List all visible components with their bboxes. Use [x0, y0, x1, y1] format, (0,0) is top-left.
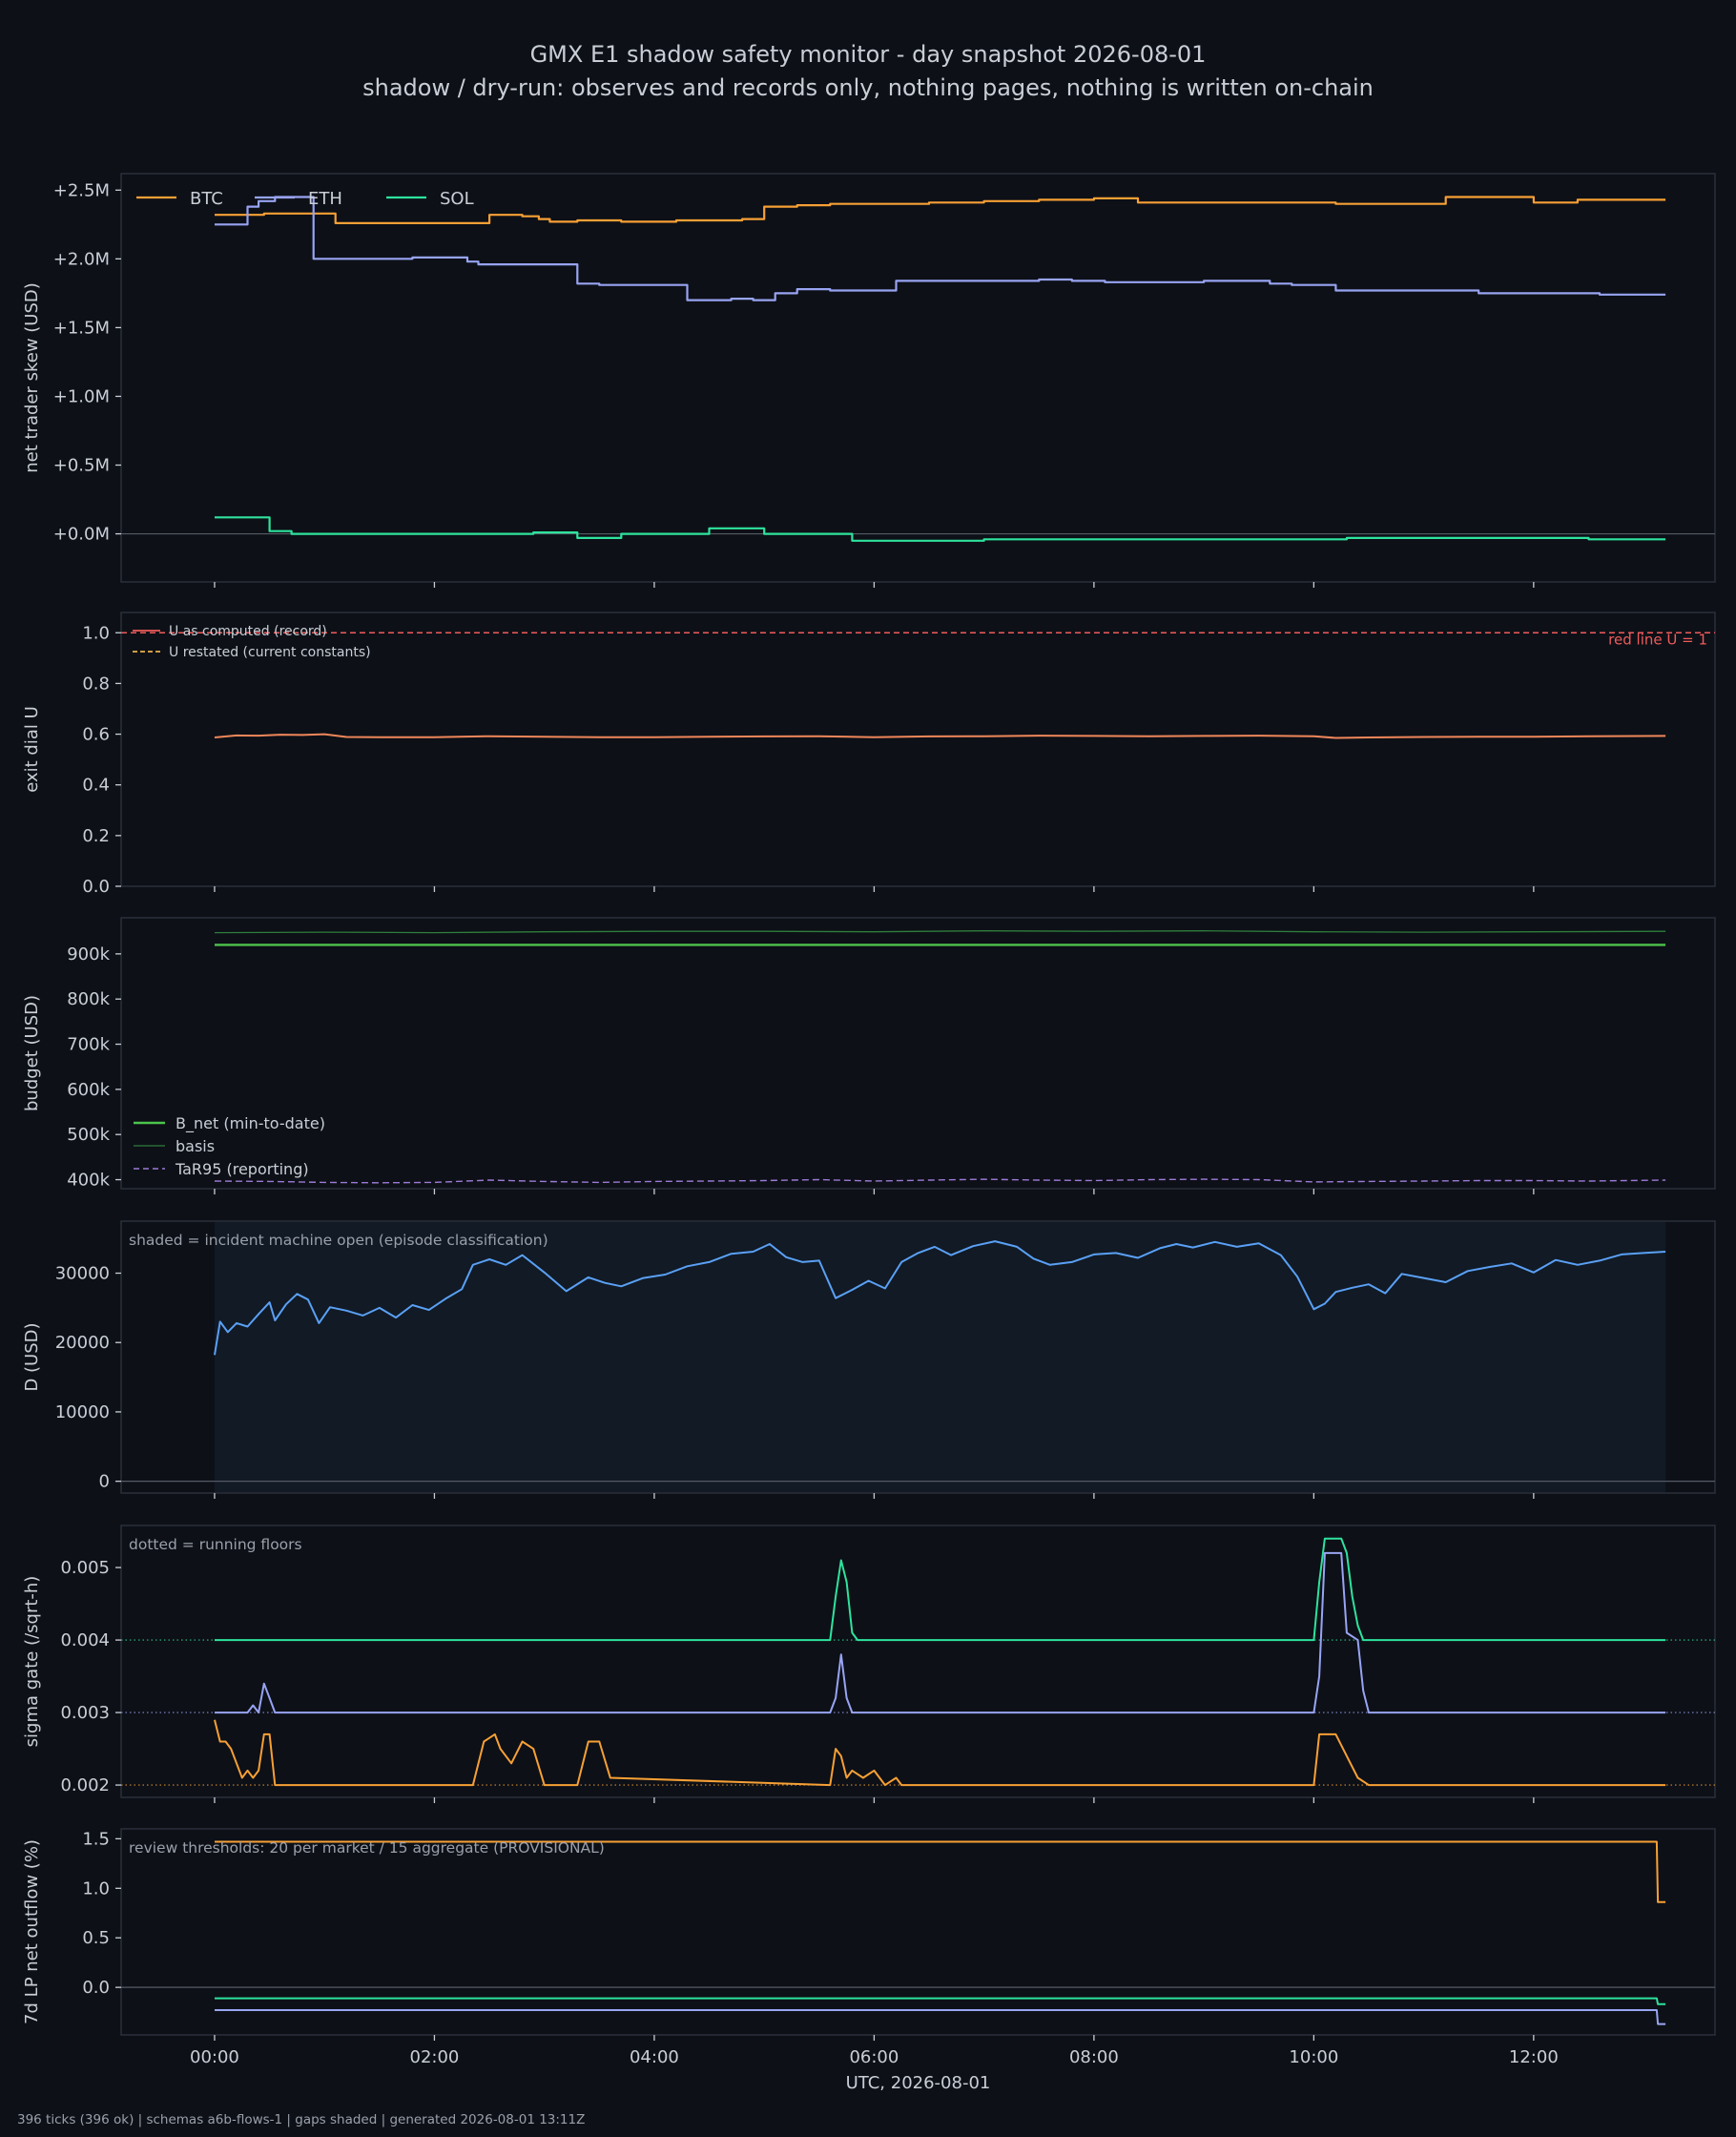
y-axis-label: exit dial U — [22, 706, 42, 793]
y-axis-label: budget (USD) — [22, 995, 42, 1111]
y-tick-label: 0.0 — [82, 1978, 110, 1998]
series-line-eth — [215, 2009, 1666, 2025]
y-tick-label: 1.5 — [82, 1829, 110, 1849]
y-tick-label: 700k — [67, 1035, 110, 1055]
y-tick-label: 500k — [67, 1125, 110, 1145]
series-line-btc — [215, 1840, 1666, 1903]
series-line-u-as-computed-record- — [214, 733, 1666, 739]
legend-label: ETH — [308, 189, 342, 209]
y-axis-label: D (USD) — [22, 1322, 42, 1391]
y-tick-label: 1.0 — [82, 623, 110, 643]
y-tick-label: 0.002 — [60, 1775, 110, 1795]
figure-header: GMX E1 shadow safety monitor - day snaps… — [0, 38, 1736, 105]
series-line-d — [214, 1240, 1666, 1356]
y-axis-label: 7d LP net outflow (%) — [22, 1839, 42, 2024]
panel-frame — [120, 173, 1716, 583]
y-tick-label: 0 — [99, 1472, 110, 1492]
y-tick-label: 0.5 — [82, 1928, 110, 1948]
incident-shade — [214, 1222, 1666, 1492]
series-line-basis — [214, 930, 1666, 934]
red-line-label: red line U = 1 — [1608, 631, 1707, 648]
series-line-btc — [215, 196, 1666, 224]
panel-d-usd: 30000 20000 10000 0 D (USD) shaded = incident… — [22, 1220, 1716, 1499]
x-axis-label: UTC, 2026-08-01 — [846, 2073, 991, 2093]
x-tick-label: 04:00 — [630, 2047, 679, 2067]
series-line-tar95-reporting- — [214, 1178, 1666, 1184]
panel-frame — [120, 612, 1716, 887]
legend-label: U restated (current constants) — [169, 645, 371, 660]
y-tick-label: 0.004 — [60, 1630, 110, 1650]
y-tick-label: 400k — [67, 1171, 110, 1191]
y-tick-label: 800k — [67, 989, 110, 1009]
panel-skew: +2.5M +2.0M +1.5M +1.0M +0.5M +0.0M net trader… — [22, 173, 1716, 588]
series-line-eth — [215, 1551, 1666, 1714]
x-tick-label: 06:00 — [849, 2047, 899, 2067]
y-tick-label: 20000 — [55, 1333, 110, 1353]
panel-lp-outflow: 1.5 1.0 0.5 0.0 7d LP net outflow (%) review … — [22, 1828, 1716, 2093]
series-line-sol — [215, 1537, 1666, 1642]
y-tick-label: +0.0M — [53, 525, 110, 545]
y-tick-label: 1.0 — [82, 1878, 110, 1898]
y-tick-label: 0.0 — [82, 877, 110, 897]
panel-annotation: dotted = running floors — [129, 1536, 302, 1553]
panel-budget: 900k 800k 700k 600k 500k 400k budget (USD) B_ne… — [22, 917, 1716, 1194]
y-tick-label: 30000 — [55, 1264, 110, 1284]
x-tick-label: 12:00 — [1509, 2047, 1559, 2067]
panel-annotation: review thresholds: 20 per market / 15 ag… — [129, 1839, 605, 1857]
x-tick-label: 08:00 — [1069, 2047, 1119, 2067]
y-tick-label: 600k — [67, 1080, 110, 1100]
y-axis-label: sigma gate (/sqrt-h) — [22, 1576, 42, 1748]
x-tick-label: 10:00 — [1289, 2047, 1338, 2067]
figure-title: GMX E1 shadow safety monitor - day snaps… — [529, 41, 1207, 68]
y-tick-label: 0.003 — [60, 1703, 110, 1723]
legend-label: SOL — [440, 189, 474, 209]
y-tick-label: +1.0M — [53, 386, 110, 406]
panel-frame — [120, 917, 1716, 1190]
figure-subtitle: shadow / dry-run: observes and records o… — [362, 74, 1374, 101]
series-line-btc — [214, 1719, 1666, 1787]
y-tick-label: +2.0M — [53, 249, 110, 269]
series-line-sol — [215, 1997, 1666, 2005]
y-tick-label: +2.5M — [53, 180, 110, 200]
legend-label: BTC — [190, 189, 223, 209]
y-tick-label: 0.005 — [60, 1558, 110, 1578]
figure-footer: 396 ticks (396 ok) | schemas a6b-flows-1… — [17, 2112, 586, 2127]
y-tick-label: +0.5M — [53, 456, 110, 476]
panel-annotation: shaded = incident machine open (episode … — [129, 1232, 548, 1249]
x-tick-label: 02:00 — [410, 2047, 460, 2067]
panel-exit-dial: 1.0 0.8 0.6 0.4 0.2 0.0 exit dial U red line U … — [22, 612, 1716, 897]
legend-label: U as computed (record) — [169, 624, 327, 639]
panel-frame — [120, 1525, 1716, 1798]
y-tick-label: 0.2 — [82, 826, 110, 846]
y-tick-label: 0.6 — [82, 725, 110, 745]
y-tick-label: 0.4 — [82, 776, 110, 796]
panel-frame — [120, 1220, 1716, 1494]
legend-label: TaR95 (reporting) — [175, 1160, 309, 1178]
y-tick-label: 0.8 — [82, 674, 110, 694]
y-tick-label: +1.5M — [53, 318, 110, 338]
x-tick-label: 00:00 — [190, 2047, 239, 2067]
y-axis-label: net trader skew (USD) — [22, 282, 42, 473]
legend-label: basis — [176, 1137, 215, 1155]
series-line-eth — [215, 196, 1666, 301]
panel-frame — [120, 1828, 1716, 2036]
y-tick-label: 900k — [67, 944, 110, 965]
y-tick-label: 10000 — [55, 1402, 110, 1422]
panel-sigma-gate: 0.005 0.004 0.003 0.002 sigma gate (/sqrt-h)… — [22, 1525, 1716, 1803]
legend-label: B_net (min-to-date) — [176, 1114, 325, 1133]
series-line-sol — [215, 516, 1666, 542]
